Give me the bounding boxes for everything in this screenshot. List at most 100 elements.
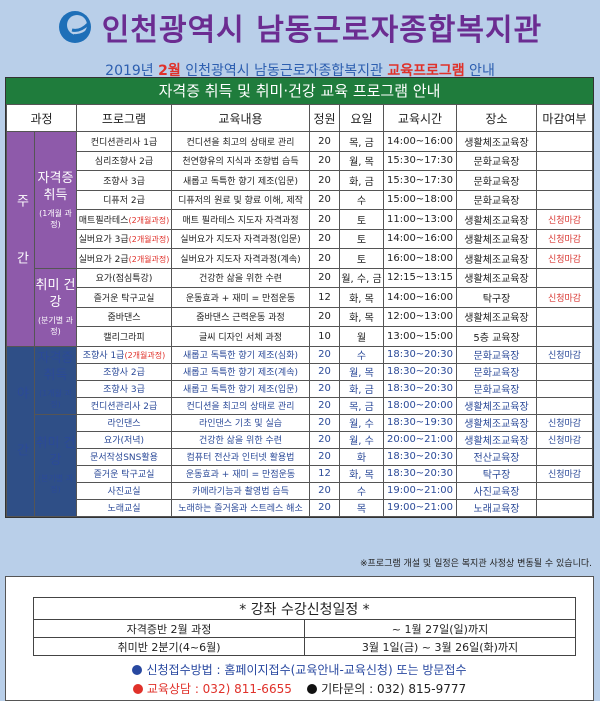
table-title: 자격증 취득 및 취미·건강 교육 프로그램 안내 — [6, 78, 593, 104]
day-cell: 토 — [339, 228, 384, 249]
day-cell: 수 — [339, 189, 384, 210]
program-cell: 컨디션관리사 1급 — [76, 131, 172, 152]
capacity-cell: 10 — [309, 326, 340, 347]
category-label: 자격증 취득 — [37, 351, 74, 383]
subtitle-month: 2월 — [158, 63, 181, 79]
time-cell: 18:30~20:30 — [383, 362, 457, 381]
category-duration: (1개월 과정) — [39, 389, 72, 409]
program-name: 컨디션관리사 2급 — [90, 402, 158, 412]
time-cell: 18:30~20:30 — [383, 345, 457, 364]
time-cell: 16:00~18:00 — [383, 248, 457, 269]
capacity-cell: 20 — [309, 150, 340, 171]
place-cell: 생활체조교육장 — [456, 413, 537, 432]
place-cell: 생활체조교육장 — [456, 396, 537, 415]
program-name: 컨디션관리사 1급 — [90, 137, 158, 148]
place-cell: 생활체조교육장 — [456, 131, 537, 152]
place-cell: 문화교육장 — [456, 379, 537, 398]
table-row: 문서작성SNS활용 컴퓨터 전산과 인터넷 활용법 20 화 18:30~20:30 전산… — [7, 447, 593, 466]
header: 인천광역시 남동근로자종합복지관 — [0, 4, 600, 50]
schedule-table: * 강좌 수강신청일정 * 자격증반 2월 과정 ~ 1월 27일(일)까지 취미… — [33, 597, 576, 656]
content-cell: 글씨 디자인 서체 과정 — [171, 326, 310, 347]
program-name: 사진교실 — [107, 487, 141, 497]
place-cell: 탁구장 — [456, 464, 537, 483]
content-cell: 줌바댄스 근력운동 과정 — [171, 306, 310, 327]
time-cell: 13:00~15:00 — [383, 326, 457, 347]
table-row: 실버요가 2급(2개월과정) 실버요가 지도자 자격과정(계속) 20 토 16:00~… — [7, 248, 593, 269]
capacity-cell: 20 — [309, 396, 340, 415]
duration-tag: (2개월과정) — [128, 215, 170, 225]
table-row: 주 간 자격증 취득 (1개월 과정) 컨디션관리사 1급 컨디션을 최고의 상태로 관… — [6, 131, 593, 347]
program-name: 캘리그라피 — [103, 332, 145, 343]
program-name: 요가(점심특강) — [95, 274, 153, 285]
time-cell: 12:00~13:00 — [383, 306, 457, 327]
consult-phone: 교육상담 : 032) 811-6655 — [146, 682, 292, 696]
table-row: 실버요가 3급(2개월과정) 실버요가 지도자 자격과정(입문) 20 토 14:00~… — [7, 228, 593, 249]
subtitle-year: 2019년 — [105, 63, 159, 79]
status-cell — [536, 170, 593, 191]
program-cell: 조향사 3급 — [76, 170, 172, 191]
program-cell: 사진교실 — [76, 481, 172, 500]
program-cell: 요가(점심특강) — [76, 267, 172, 288]
program-cell: 조향사 1급(2개월과정) — [76, 345, 172, 364]
program-name: 심리조향사 2급 — [94, 157, 154, 168]
place-cell: 5층 교육장 — [456, 326, 537, 347]
schedule-period: ~ 1월 27일(일)까지 — [304, 619, 576, 638]
category-duration: (분기별 과정) — [37, 316, 74, 336]
status-cell — [536, 396, 593, 415]
category-duration: (1개월 과정) — [39, 208, 72, 229]
program-table-container: 자격증 취득 및 취미·건강 교육 프로그램 안내 과정 프로그램 교육내용 정원 요일… — [5, 77, 594, 518]
capacity-cell: 12 — [309, 287, 340, 308]
program-name: 노래교실 — [107, 504, 141, 514]
category-cell: 자격증 취득 (1개월 과정) — [34, 131, 77, 269]
column-header: 교육내용 — [171, 104, 310, 132]
program-name: 조향사 1급 — [82, 351, 125, 361]
program-cell: 라인댄스 — [76, 413, 172, 432]
table-row: 조향사 3급 새롭고 독특한 향기 제조(입문) 20 화, 금 15:30~17:30… — [7, 170, 593, 191]
category-label: 취미 건강 — [35, 436, 76, 468]
category-duration: (분기별 과정) — [37, 474, 74, 494]
day-cell: 목, 금 — [339, 131, 384, 152]
day-cell: 목 — [339, 498, 384, 517]
status-cell — [536, 189, 593, 210]
status-cell: 신청마감 — [536, 248, 593, 269]
capacity-cell: 20 — [309, 170, 340, 191]
program-cell: 노래교실 — [76, 498, 172, 517]
status-cell: 신청마감 — [536, 464, 593, 483]
content-cell: 새롭고 독특한 향기 제조(계속) — [171, 362, 310, 381]
apply-method: 신청접수방법 : 홈페이지접수(교육안내-교육신청) 또는 방문접수 — [6, 661, 593, 678]
capacity-cell: 20 — [309, 498, 340, 517]
status-cell — [536, 379, 593, 398]
time-cell: 18:30~20:30 — [383, 464, 457, 483]
capacity-cell: 20 — [309, 189, 340, 210]
notice-text: ※프로그램 개설 및 일정은 복지관 사정상 변동될 수 있습니다. — [359, 559, 592, 569]
capacity-cell: 20 — [309, 345, 340, 364]
program-cell: 줌바댄스 — [76, 306, 172, 327]
status-cell — [536, 498, 593, 517]
program-cell: 조향사 2급 — [76, 362, 172, 381]
content-cell: 건강한 삶을 위한 수련 — [171, 430, 310, 449]
content-cell: 새롭고 독특한 향기 제조(심화) — [171, 345, 310, 364]
program-name: 문서작성SNS활용 — [90, 453, 158, 463]
content-cell: 노래하는 즐거움과 스트레스 해소 — [171, 498, 310, 517]
place-cell: 문화교육장 — [456, 345, 537, 364]
time-cell: 19:00~21:00 — [383, 481, 457, 500]
duration-tag: (2개월과정) — [128, 254, 170, 264]
section-label: 야 간 — [6, 345, 35, 517]
content-cell: 건강한 삶을 위한 수련 — [171, 267, 310, 288]
category-cell: 자격증 취득 (1개월 과정) — [34, 345, 77, 415]
program-name: 디퓨저 2급 — [103, 196, 145, 207]
capacity-cell: 20 — [309, 306, 340, 327]
capacity-cell: 20 — [309, 430, 340, 449]
capacity-cell: 20 — [309, 248, 340, 269]
schedule-title: * 강좌 수강신청일정 * — [33, 597, 576, 620]
category-cell: 취미 건강 (분기별 과정) — [34, 267, 77, 347]
duration-tag: (2개월과정) — [124, 351, 166, 360]
program-cell: 실버요가 2급(2개월과정) — [76, 248, 172, 269]
time-cell: 14:00~16:00 — [383, 228, 457, 249]
schedule-course: 자격증반 2월 과정 — [33, 619, 305, 638]
time-cell: 18:00~20:00 — [383, 396, 457, 415]
program-cell: 심리조향사 2급 — [76, 150, 172, 171]
day-cell: 화, 목 — [339, 306, 384, 327]
day-cell: 월, 목 — [339, 362, 384, 381]
registration-box: * 강좌 수강신청일정 * 자격증반 2월 과정 ~ 1월 27일(일)까지 취미… — [5, 576, 594, 701]
